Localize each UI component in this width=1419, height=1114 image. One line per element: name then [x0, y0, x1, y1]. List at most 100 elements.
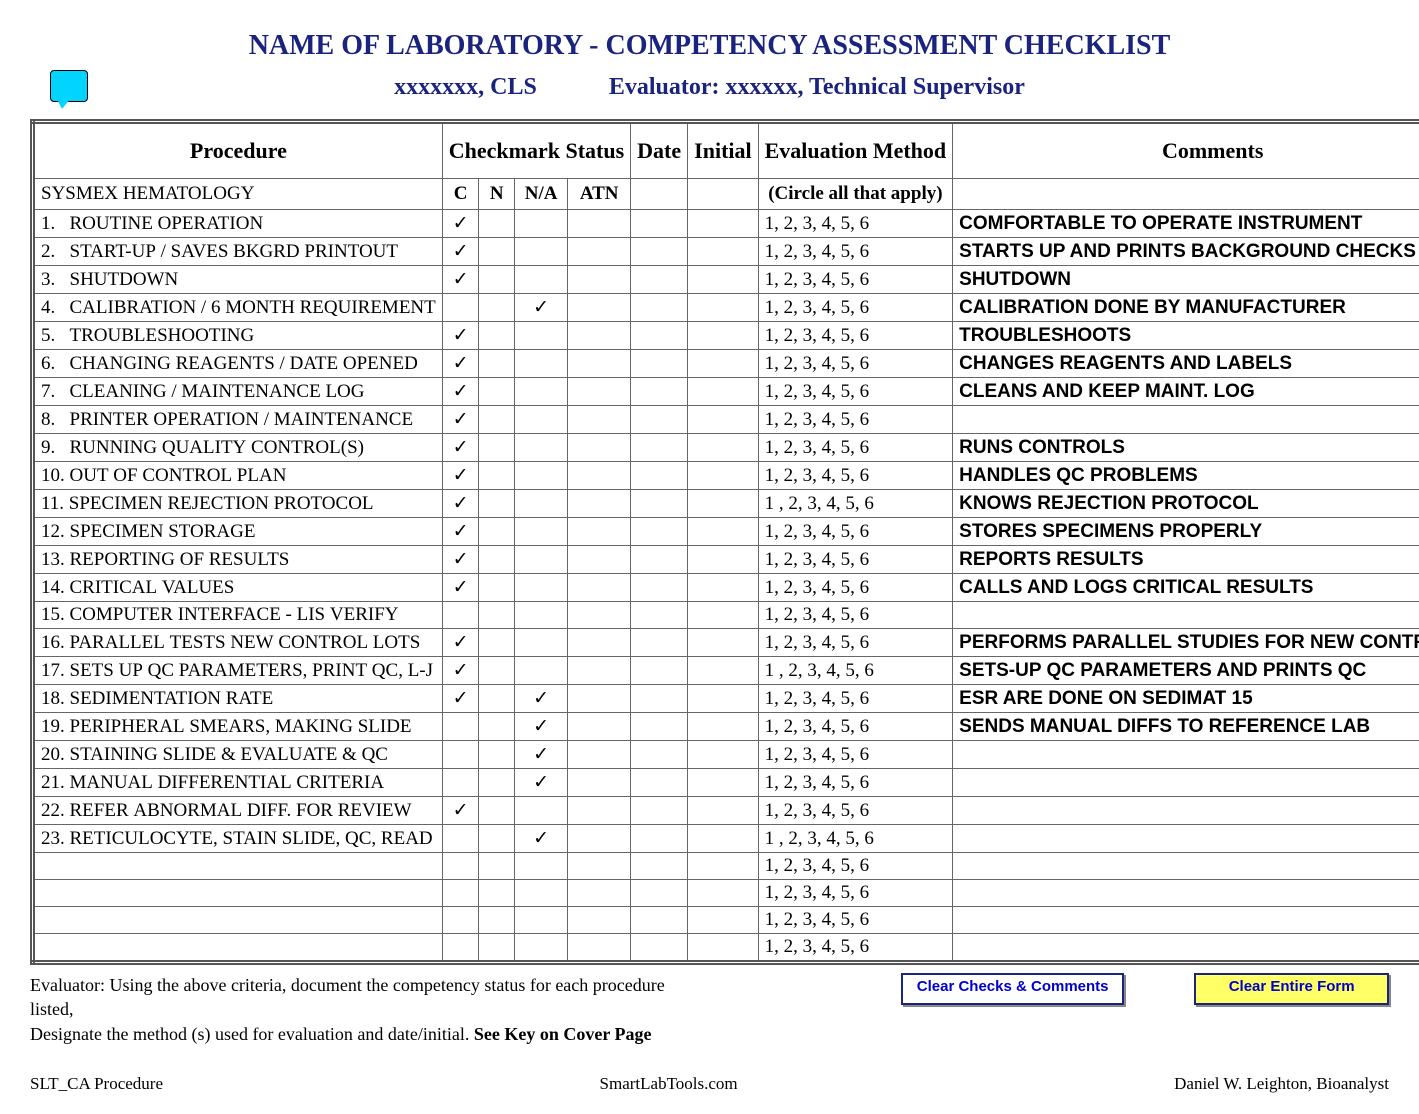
- check-na[interactable]: [515, 490, 568, 518]
- check-na[interactable]: [515, 350, 568, 378]
- check-c[interactable]: ✓: [442, 210, 479, 238]
- date-cell[interactable]: [631, 657, 688, 685]
- comment-cell[interactable]: [953, 769, 1419, 797]
- check-na[interactable]: [515, 266, 568, 294]
- check-c[interactable]: ✓: [442, 629, 479, 657]
- comment-cell[interactable]: CALIBRATION DONE BY MANUFACTURER: [953, 294, 1419, 322]
- check-c[interactable]: ✓: [442, 378, 479, 406]
- comment-cell[interactable]: [953, 406, 1419, 434]
- initial-cell[interactable]: [688, 490, 758, 518]
- check-atn[interactable]: [568, 934, 631, 963]
- check-n[interactable]: [479, 294, 515, 322]
- check-n[interactable]: [479, 825, 515, 853]
- check-n[interactable]: [479, 434, 515, 462]
- eval-cell[interactable]: 1, 2, 3, 4, 5, 6: [758, 797, 953, 825]
- eval-cell[interactable]: 1, 2, 3, 4, 5, 6: [758, 685, 953, 713]
- comment-cell[interactable]: [953, 602, 1419, 629]
- check-n[interactable]: [479, 907, 515, 934]
- check-atn[interactable]: [568, 294, 631, 322]
- check-c[interactable]: [442, 741, 479, 769]
- check-na[interactable]: [515, 934, 568, 963]
- check-atn[interactable]: [568, 266, 631, 294]
- initial-cell[interactable]: [688, 769, 758, 797]
- check-n[interactable]: [479, 713, 515, 741]
- check-na[interactable]: [515, 880, 568, 907]
- check-n[interactable]: [479, 322, 515, 350]
- check-n[interactable]: [479, 934, 515, 963]
- eval-cell[interactable]: 1, 2, 3, 4, 5, 6: [758, 434, 953, 462]
- eval-cell[interactable]: 1, 2, 3, 4, 5, 6: [758, 518, 953, 546]
- date-cell[interactable]: [631, 266, 688, 294]
- check-c[interactable]: [442, 825, 479, 853]
- initial-cell[interactable]: [688, 713, 758, 741]
- eval-cell[interactable]: 1, 2, 3, 4, 5, 6: [758, 853, 953, 880]
- date-cell[interactable]: [631, 853, 688, 880]
- eval-cell[interactable]: 1, 2, 3, 4, 5, 6: [758, 266, 953, 294]
- comment-cell[interactable]: SENDS MANUAL DIFFS TO REFERENCE LAB: [953, 713, 1419, 741]
- comment-cell[interactable]: STORES SPECIMENS PROPERLY: [953, 518, 1419, 546]
- eval-cell[interactable]: 1, 2, 3, 4, 5, 6: [758, 294, 953, 322]
- check-na[interactable]: [515, 546, 568, 574]
- check-n[interactable]: [479, 490, 515, 518]
- date-cell[interactable]: [631, 490, 688, 518]
- eval-cell[interactable]: 1, 2, 3, 4, 5, 6: [758, 629, 953, 657]
- comment-cell[interactable]: [953, 825, 1419, 853]
- check-atn[interactable]: [568, 462, 631, 490]
- check-atn[interactable]: [568, 490, 631, 518]
- check-n[interactable]: [479, 880, 515, 907]
- date-cell[interactable]: [631, 546, 688, 574]
- check-na[interactable]: [515, 907, 568, 934]
- check-c[interactable]: ✓: [442, 490, 479, 518]
- initial-cell[interactable]: [688, 657, 758, 685]
- check-n[interactable]: [479, 266, 515, 294]
- check-n[interactable]: [479, 546, 515, 574]
- eval-cell[interactable]: 1 , 2, 3, 4, 5, 6: [758, 657, 953, 685]
- date-cell[interactable]: [631, 350, 688, 378]
- initial-cell[interactable]: [688, 238, 758, 266]
- check-c[interactable]: [442, 880, 479, 907]
- eval-cell[interactable]: 1, 2, 3, 4, 5, 6: [758, 602, 953, 629]
- eval-cell[interactable]: 1, 2, 3, 4, 5, 6: [758, 934, 953, 963]
- check-c[interactable]: ✓: [442, 462, 479, 490]
- check-atn[interactable]: [568, 210, 631, 238]
- date-cell[interactable]: [631, 518, 688, 546]
- check-c[interactable]: ✓: [442, 266, 479, 294]
- date-cell[interactable]: [631, 769, 688, 797]
- check-n[interactable]: [479, 797, 515, 825]
- check-n[interactable]: [479, 629, 515, 657]
- date-cell[interactable]: [631, 741, 688, 769]
- check-c[interactable]: ✓: [442, 685, 479, 713]
- initial-cell[interactable]: [688, 462, 758, 490]
- check-atn[interactable]: [568, 322, 631, 350]
- comment-cell[interactable]: [953, 880, 1419, 907]
- check-atn[interactable]: [568, 907, 631, 934]
- check-atn[interactable]: [568, 629, 631, 657]
- initial-cell[interactable]: [688, 350, 758, 378]
- check-atn[interactable]: [568, 378, 631, 406]
- check-c[interactable]: [442, 769, 479, 797]
- initial-cell[interactable]: [688, 266, 758, 294]
- comment-cell[interactable]: PERFORMS PARALLEL STUDIES FOR NEW CONTRO…: [953, 629, 1419, 657]
- check-na[interactable]: [515, 378, 568, 406]
- comment-cell[interactable]: CALLS AND LOGS CRITICAL RESULTS: [953, 574, 1419, 602]
- eval-cell[interactable]: 1, 2, 3, 4, 5, 6: [758, 574, 953, 602]
- eval-cell[interactable]: 1, 2, 3, 4, 5, 6: [758, 546, 953, 574]
- date-cell[interactable]: [631, 210, 688, 238]
- date-cell[interactable]: [631, 685, 688, 713]
- check-na[interactable]: ✓: [515, 713, 568, 741]
- check-na[interactable]: [515, 574, 568, 602]
- comment-cell[interactable]: COMFORTABLE TO OPERATE INSTRUMENT: [953, 210, 1419, 238]
- check-atn[interactable]: [568, 741, 631, 769]
- date-cell[interactable]: [631, 602, 688, 629]
- comment-cell[interactable]: [953, 934, 1419, 963]
- initial-cell[interactable]: [688, 378, 758, 406]
- check-n[interactable]: [479, 685, 515, 713]
- comment-icon[interactable]: [50, 70, 88, 102]
- date-cell[interactable]: [631, 574, 688, 602]
- check-atn[interactable]: [568, 350, 631, 378]
- initial-cell[interactable]: [688, 907, 758, 934]
- check-atn[interactable]: [568, 685, 631, 713]
- check-atn[interactable]: [568, 574, 631, 602]
- check-n[interactable]: [479, 350, 515, 378]
- check-na[interactable]: [515, 462, 568, 490]
